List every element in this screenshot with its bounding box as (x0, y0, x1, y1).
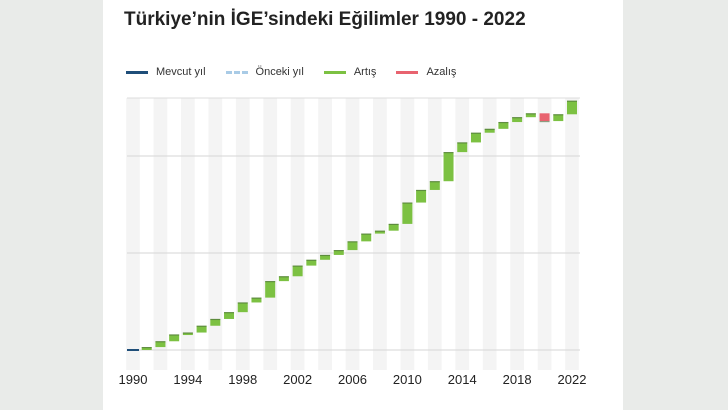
legend: Mevcut yıl Önceki yıl Artış Azalış (126, 66, 456, 78)
bar-2008 (374, 230, 385, 234)
bar-2015 (470, 132, 481, 143)
bar-2013 (443, 152, 454, 182)
background-stripe (537, 98, 552, 370)
bar-2012 (429, 181, 440, 190)
bar-2022 (567, 100, 577, 115)
background-stripe (455, 98, 470, 370)
bar-1993 (169, 334, 180, 342)
background-stripe (126, 98, 140, 370)
legend-swatch (126, 70, 148, 74)
bar-2011 (416, 189, 427, 203)
bar-2017 (498, 122, 509, 129)
background-stripe (263, 98, 278, 370)
background-stripe (565, 98, 579, 370)
background-stripe (427, 98, 442, 370)
bar-2003 (306, 259, 317, 266)
bar-1997 (224, 312, 235, 319)
bar-2010 (402, 202, 413, 224)
background-stripe (153, 98, 168, 370)
legend-item-decrease: Azalış (396, 66, 456, 78)
background-stripe (235, 98, 250, 370)
bar-2001 (278, 276, 289, 282)
background-stripe (345, 98, 360, 370)
legend-swatch (225, 70, 248, 74)
x-tick-label: 1994 (173, 372, 202, 387)
legend-swatch (323, 70, 346, 74)
bar-2009 (388, 223, 399, 231)
bar-2000 (265, 281, 276, 298)
bar-2018 (512, 117, 523, 123)
legend-label: Önceki yıl (255, 66, 304, 78)
x-tick-label: 1998 (228, 372, 257, 387)
x-tick-label: 2010 (393, 372, 422, 387)
x-tick-label: 2022 (558, 372, 587, 387)
legend-swatch (396, 70, 419, 74)
chart-title: Türkiye’nin İGE’sindeki Eğilimler 1990 -… (124, 9, 526, 30)
background-stripe (318, 98, 332, 370)
background-stripe (482, 98, 497, 370)
bar-2019 (525, 113, 536, 118)
bar-2020 (539, 113, 550, 122)
bar-2014 (457, 142, 468, 153)
bar-1991 (141, 347, 152, 350)
bar-1998 (237, 302, 248, 313)
x-tick-label: 2018 (503, 372, 532, 387)
background-stripe (181, 98, 195, 370)
bar-1995 (196, 325, 207, 333)
bar-2007 (361, 233, 372, 242)
bar-1999 (251, 297, 262, 303)
background-stripe (290, 98, 305, 370)
legend-item-increase: Artış (323, 66, 377, 78)
legend-item-current: Mevcut yıl (126, 66, 206, 78)
legend-label: Mevcut yıl (156, 66, 206, 78)
x-tick-label: 2002 (283, 372, 312, 387)
bar-1996 (210, 318, 221, 326)
bar-2004 (320, 254, 331, 260)
background-stripe (400, 98, 415, 370)
background-stripe (373, 98, 387, 370)
bar-1992 (155, 341, 166, 348)
bar-2002 (292, 265, 303, 277)
x-tick-label: 1990 (119, 372, 148, 387)
bar-1994 (182, 332, 193, 336)
bar-2021 (553, 114, 564, 122)
background-stripe (208, 98, 223, 370)
bar-2016 (484, 128, 495, 133)
legend-label: Azalış (426, 66, 457, 78)
x-tick-label: 2006 (338, 372, 367, 387)
x-tick-label: 2014 (448, 372, 477, 387)
bar-2006 (347, 241, 358, 251)
bar-2005 (333, 250, 344, 255)
legend-item-previous: Önceki yıl (225, 66, 304, 78)
background-stripe (510, 98, 524, 370)
legend-label: Artış (353, 66, 377, 78)
